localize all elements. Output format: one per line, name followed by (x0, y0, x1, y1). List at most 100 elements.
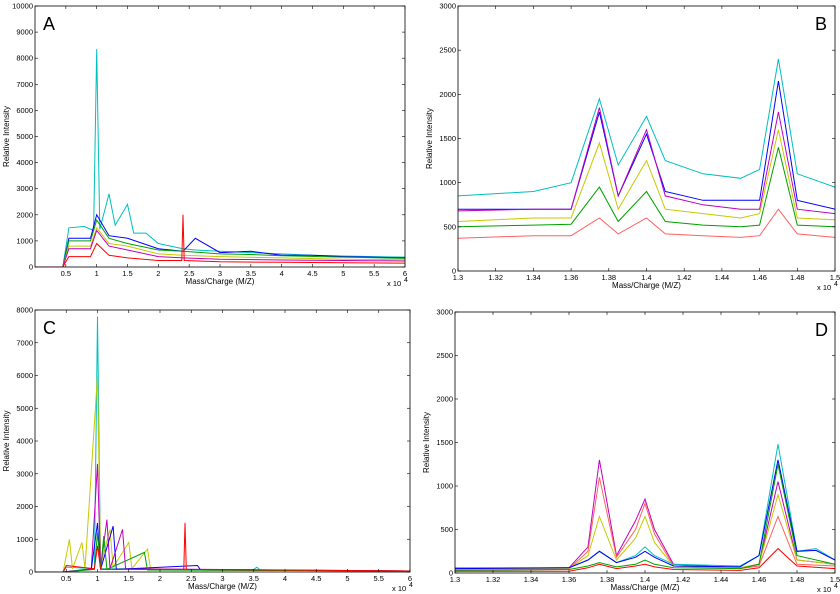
y-tick-label: 3000 (16, 184, 33, 193)
x-tick-label: 2.5 (186, 574, 196, 583)
plot-frame (34, 5, 406, 268)
series-line-d-6 (455, 547, 835, 572)
x-multiplier-label: x 10 (817, 283, 831, 292)
x-tick-label: 5.5 (374, 574, 384, 583)
y-axis-label: Relative Intensity (422, 412, 431, 473)
y-tick-label: 8000 (16, 306, 33, 315)
y-tick-label: 1500 (436, 438, 453, 447)
x-tick-label: 1 (95, 574, 99, 583)
series-line-b-0 (458, 58, 835, 197)
panel-label-d: D (815, 320, 828, 340)
x-tick-label: 1.5 (830, 575, 840, 584)
y-tick-label: 1000 (16, 535, 33, 544)
x-tick-label: 6 (408, 574, 412, 583)
chart-panel-a: 0.5 1 1.5 2 2.5 3 3.5 4 4.5 5 5.5 6 0 1000 2000 3000 400… (2, 2, 408, 289)
x-multiplier-exponent: 4 (404, 277, 408, 284)
x-tick-label: 5 (345, 574, 349, 583)
chart-panel-d: 1.3 1.32 1.34 1.36 1.38 1.4 1.42 1.44 1.46 1.48 1.… (422, 308, 840, 594)
x-multiplier-exponent: 4 (834, 583, 838, 590)
series-line-c-2 (35, 463, 410, 572)
x-multiplier-exponent: 4 (409, 582, 413, 589)
x-tick-label: 2 (158, 574, 162, 583)
x-tick-label: 1.48 (790, 273, 805, 282)
series-line-b-4 (458, 147, 835, 228)
y-tick-label: 1000 (436, 482, 453, 491)
x-tick-label: 1.36 (564, 273, 579, 282)
series-line-b-3 (458, 129, 835, 222)
series-line-a-3 (35, 226, 405, 267)
x-tick-label: 1.46 (752, 273, 767, 282)
series-line-d-5 (455, 464, 835, 571)
x-tick-label: 1.38 (601, 273, 616, 282)
x-tick-label: 4 (283, 574, 287, 583)
x-axis-label: Mass/Charge (M/Z) (611, 583, 680, 592)
y-tick-label: 0 (29, 568, 33, 577)
y-tick-label: 1000 (16, 236, 33, 245)
x-tick-label: 1.3 (450, 575, 460, 584)
series-line-a-2 (35, 218, 405, 267)
chart-panel-b: 1.3 1.32 1.34 1.36 1.38 1.4 1.42 1.44 1.46 1.48 1.… (425, 2, 840, 293)
y-tick-label: 6000 (16, 106, 33, 115)
y-tick-label: 7000 (16, 80, 33, 89)
y-tick-label: 2500 (436, 351, 453, 360)
y-tick-label: 3000 (439, 2, 456, 11)
x-tick-label: 1.34 (524, 575, 539, 584)
x-tick-label: 1.46 (752, 575, 767, 584)
x-tick-label: 4 (280, 269, 284, 278)
y-axis-label: Relative Intensity (2, 106, 11, 167)
x-tick-label: 1.4 (641, 273, 651, 282)
series-line-d-4 (455, 459, 835, 570)
x-tick-label: 1.5 (830, 273, 840, 282)
x-tick-label: 3 (220, 574, 224, 583)
y-tick-label: 4000 (16, 158, 33, 167)
series-line-d-1 (455, 477, 835, 570)
y-tick-label: 4000 (16, 437, 33, 446)
y-tick-label: 0 (452, 267, 456, 276)
y-tick-label: 10000 (12, 2, 33, 11)
x-multiplier-exponent: 4 (834, 281, 838, 288)
x-tick-label: 1.38 (600, 575, 615, 584)
panel-label-a: A (43, 14, 55, 34)
series-line-a-4 (35, 229, 405, 267)
y-tick-label: 5000 (16, 404, 33, 413)
x-tick-label: 0.5 (61, 574, 71, 583)
x-tick-label: 1 (95, 269, 99, 278)
panel-label-c: C (43, 318, 56, 338)
x-tick-label: 1.34 (526, 273, 541, 282)
x-tick-label: 0.5 (61, 269, 71, 278)
x-tick-label: 1.32 (486, 575, 501, 584)
y-tick-label: 0 (449, 569, 453, 578)
y-axis-label: Relative Intensity (2, 411, 11, 472)
series-line-c-1 (35, 375, 410, 572)
plot-frame (457, 5, 836, 272)
y-tick-label: 0 (29, 263, 33, 272)
x-tick-label: 1.5 (122, 269, 132, 278)
series-line-b-1 (458, 81, 835, 210)
y-tick-label: 8000 (16, 54, 33, 63)
x-tick-label: 2 (156, 269, 160, 278)
y-tick-label: 2000 (436, 395, 453, 404)
y-tick-label: 1000 (439, 178, 456, 187)
series-line-a-5 (35, 214, 405, 267)
y-tick-label: 2000 (16, 502, 33, 511)
chart-panel-c: 0.5 1 1.5 2 2.5 3 3.5 4 4.5 5 5.5 6 0 1000 2000 3000 400… (2, 306, 413, 594)
y-tick-label: 1500 (439, 134, 456, 143)
x-tick-label: 1.44 (714, 575, 729, 584)
panel-label-b: B (815, 14, 827, 34)
y-tick-label: 7000 (16, 338, 33, 347)
x-multiplier-label: x 10 (392, 584, 406, 593)
x-tick-label: 1.5 (124, 574, 134, 583)
x-tick-label: 1.42 (677, 273, 692, 282)
x-multiplier-label: x 10 (387, 279, 401, 288)
y-tick-label: 500 (443, 222, 456, 231)
x-tick-label: 4.5 (307, 269, 317, 278)
series-line-d-2 (455, 492, 835, 570)
x-tick-label: 1.36 (562, 575, 577, 584)
y-tick-label: 3000 (436, 308, 453, 317)
series-line-a-0 (35, 49, 405, 267)
y-tick-label: 2000 (16, 210, 33, 219)
x-multiplier-label: x 10 (817, 585, 831, 594)
series-line-c-5 (35, 522, 410, 572)
y-tick-label: 6000 (16, 371, 33, 380)
